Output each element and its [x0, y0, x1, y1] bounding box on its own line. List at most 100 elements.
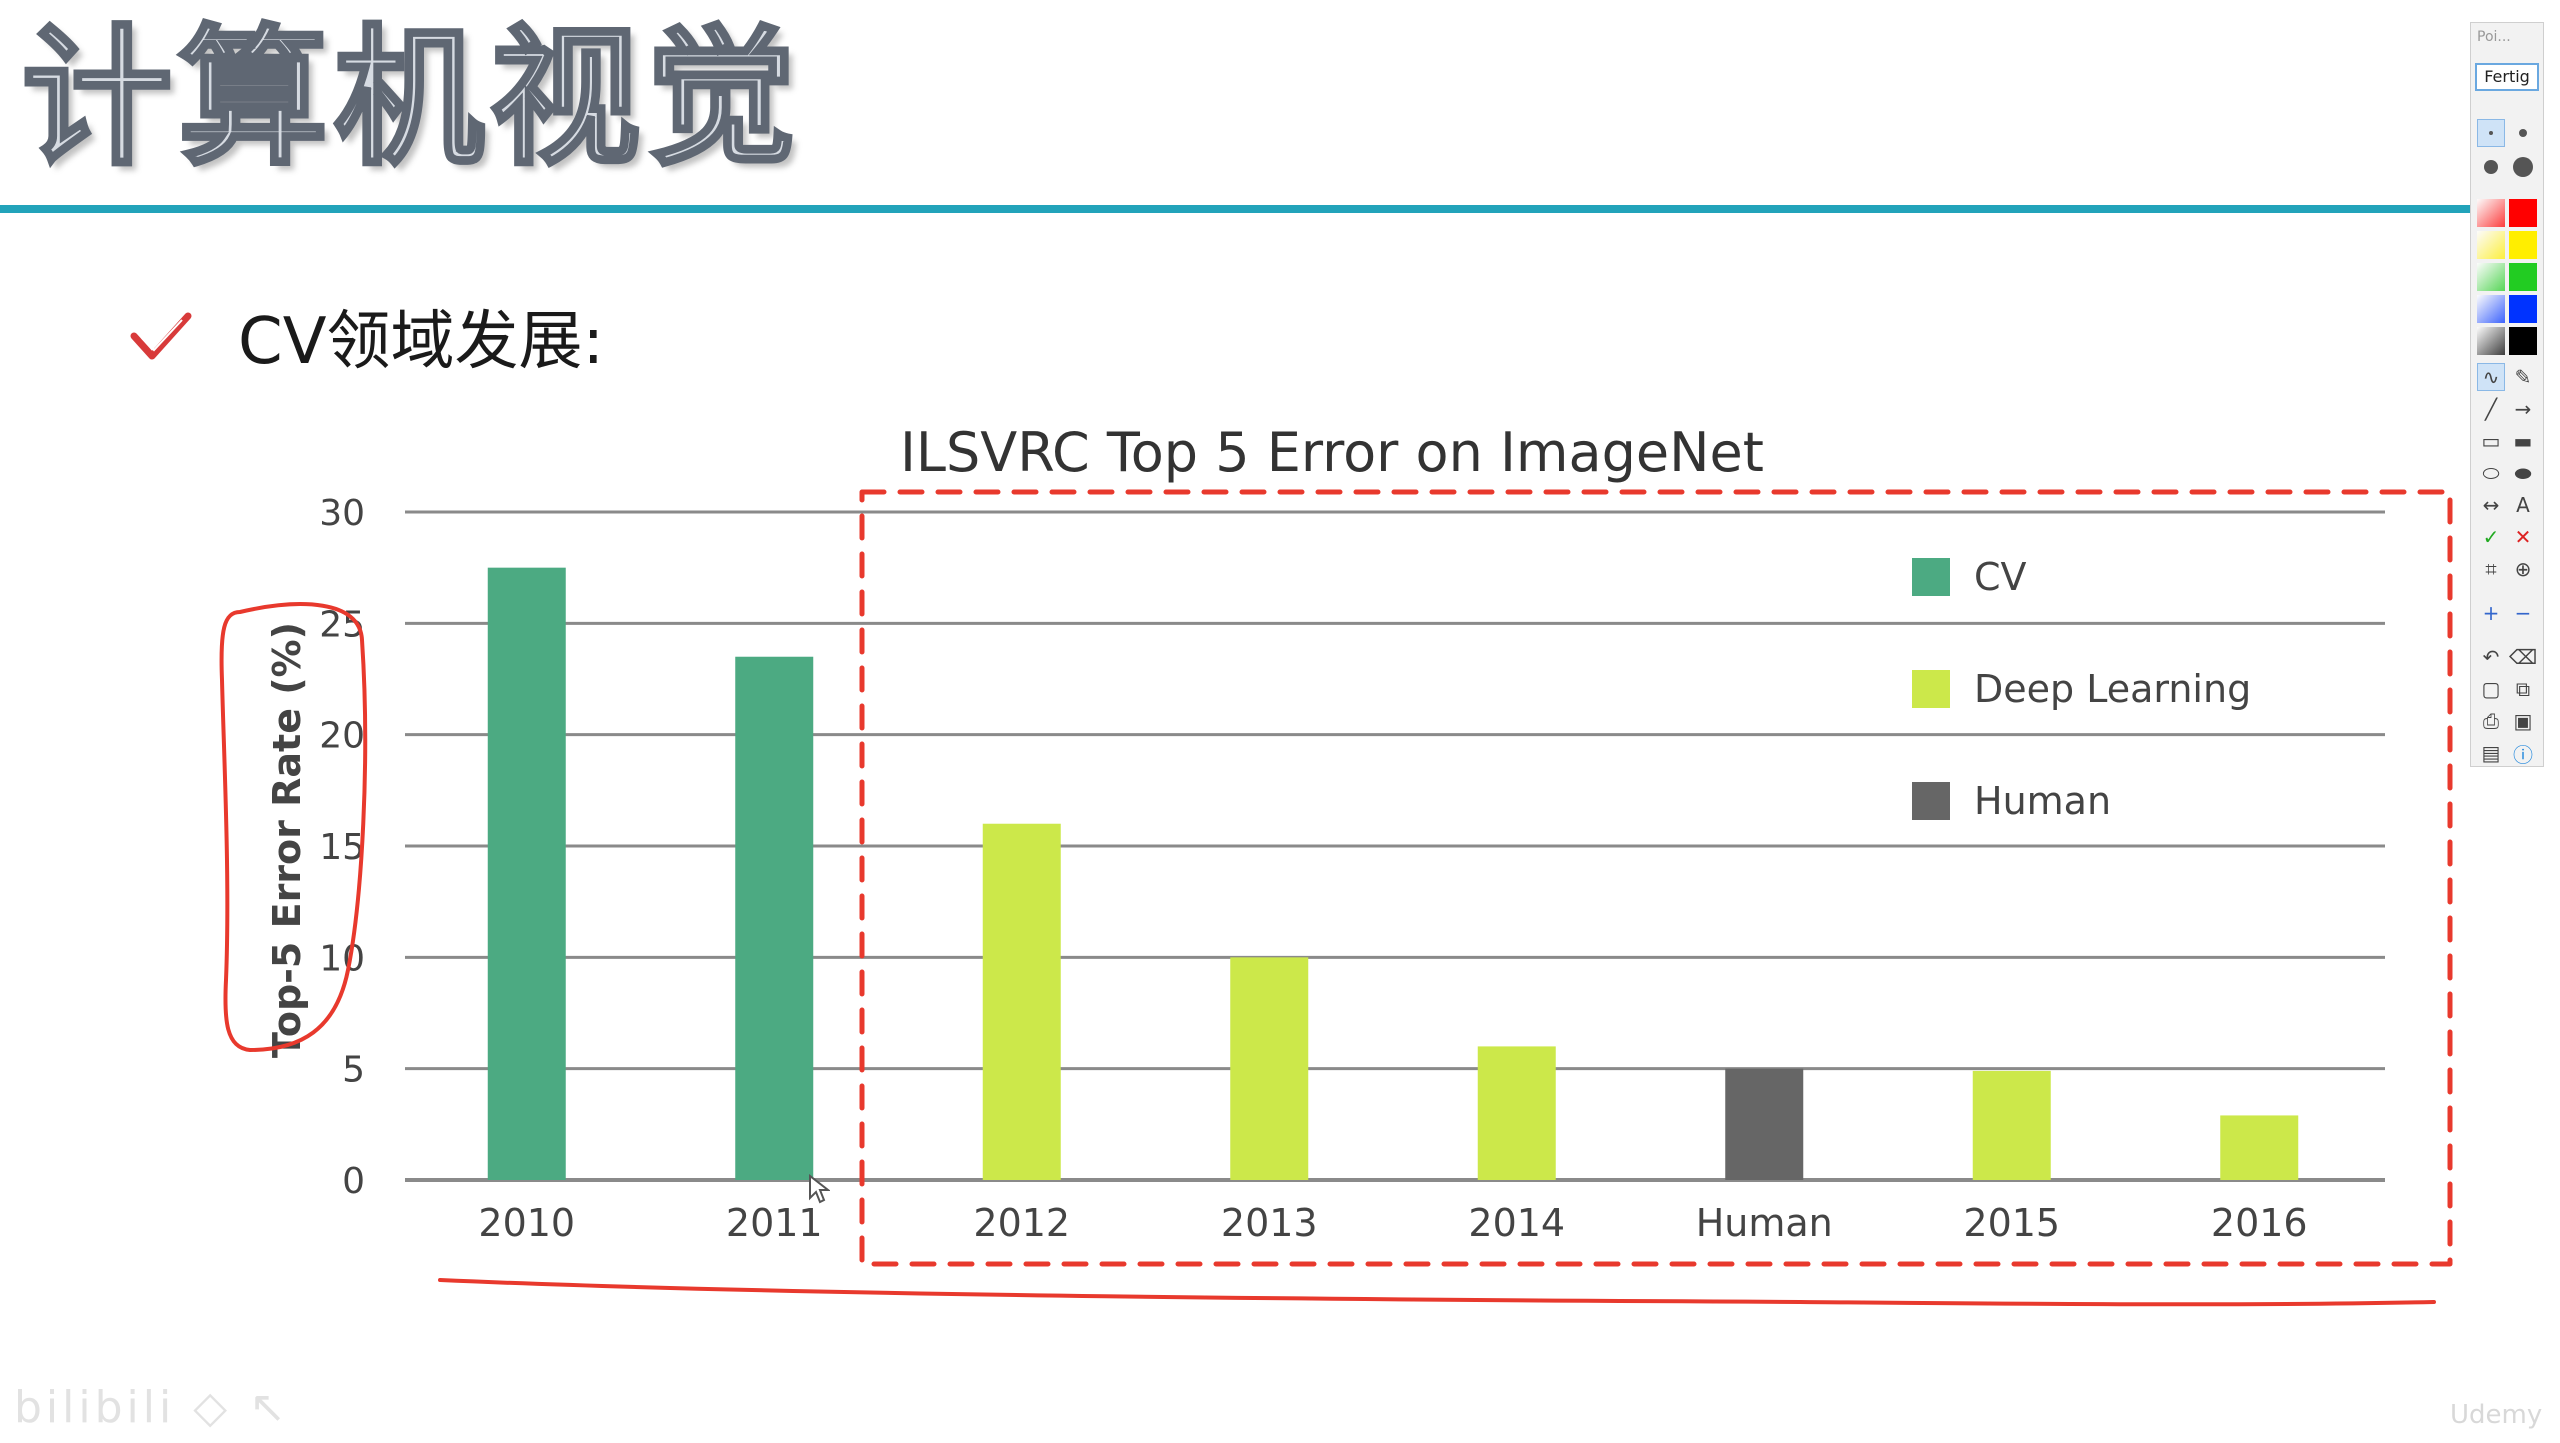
large-dot-size-button[interactable]	[2477, 153, 2505, 181]
slide-title: 计算机视觉	[20, 12, 803, 186]
copy-tool-button[interactable]: ⧉	[2509, 675, 2537, 703]
plus-icon: +	[2482, 601, 2500, 625]
text-tool-button[interactable]: A	[2509, 491, 2537, 519]
y-axis-label: Top-5 Error Rate (%)	[265, 622, 309, 1058]
color-swatch-button[interactable]	[2509, 295, 2537, 323]
chart-title: ILSVRC Top 5 Error on ImageNet	[900, 421, 1764, 484]
small-dot-icon	[2489, 131, 2493, 135]
filled-rectangle-icon: ▬	[2513, 429, 2533, 453]
category-labels: 2010 2011 2012 2013 2014 Human 2015 2016	[478, 1201, 2307, 1245]
save-tool-button[interactable]: ▣	[2509, 707, 2537, 735]
filled-ellipse-icon: ⬬	[2514, 461, 2532, 485]
light-color-swatch-button[interactable]	[2477, 231, 2505, 259]
save-icon: ▣	[2513, 709, 2533, 733]
undo-tool-button[interactable]: ↶	[2477, 643, 2505, 671]
ellipse-icon: ⬭	[2482, 461, 2500, 485]
cross-icon: ✕	[2514, 525, 2532, 549]
legend-swatch	[1912, 782, 1950, 820]
y-tick-label: 0	[342, 1161, 365, 1202]
xlarge-dot-size-button[interactable]	[2509, 153, 2537, 181]
screen-tool-button[interactable]: ▤	[2477, 739, 2505, 767]
checkmark-bullet-icon	[130, 312, 192, 360]
large-dot-icon	[2484, 160, 2498, 174]
pen-tool-button[interactable]: ∿	[2477, 363, 2505, 391]
pen-icon: ∿	[2482, 365, 2500, 389]
bar-2014	[1477, 1046, 1556, 1180]
new-page-icon: ▢	[2481, 677, 2501, 701]
color-swatch-button[interactable]	[2509, 263, 2537, 291]
xlarge-dot-icon	[2513, 157, 2533, 177]
highlighter-tool-button[interactable]: ✎	[2509, 363, 2537, 391]
trash-icon: ⌫	[2508, 645, 2538, 669]
light-color-swatch-button[interactable]	[2477, 199, 2505, 227]
crop-icon: ⌗	[2485, 557, 2497, 581]
legend-label: Human	[1974, 779, 2111, 823]
dashed-highlight-box	[859, 489, 2453, 1267]
double-arrow-tool-button[interactable]: ↔	[2477, 491, 2505, 519]
crop-tool-button[interactable]: ⌗	[2477, 555, 2505, 583]
legend: CV Deep Learning Human	[1912, 555, 2251, 823]
ellipse-tool-button[interactable]: ⬭	[2477, 459, 2505, 487]
underline-stroke	[438, 1278, 2436, 1307]
text-icon: A	[2516, 493, 2530, 517]
rectangle-tool-button[interactable]: ▭	[2477, 427, 2505, 455]
checkmark-icon: ✓	[2482, 525, 2500, 549]
highlighter-icon: ✎	[2514, 365, 2532, 389]
arrow-tool-button[interactable]: →	[2509, 395, 2537, 423]
copy-icon: ⧉	[2515, 677, 2531, 701]
x-tick-label: 2015	[1963, 1201, 2060, 1245]
double-arrow-icon: ↔	[2482, 493, 2500, 517]
legend-label: CV	[1974, 555, 2027, 599]
small-dot-size-button[interactable]	[2477, 119, 2505, 147]
print-tool-button[interactable]: ⎙	[2477, 707, 2505, 735]
checkmark-tool-button[interactable]: ✓	[2477, 523, 2505, 551]
filled-ellipse-tool-button[interactable]: ⬬	[2509, 459, 2537, 487]
minus-icon: −	[2514, 601, 2532, 625]
info-tool-button[interactable]: ⓘ	[2509, 739, 2537, 767]
trash-tool-button[interactable]: ⌫	[2509, 643, 2537, 671]
light-color-swatch-button[interactable]	[2477, 263, 2505, 291]
site-watermark-logo: bilibili ◇ ↖	[14, 1382, 290, 1433]
bar-human	[1725, 1068, 1804, 1180]
plus-tool-button[interactable]: +	[2477, 599, 2505, 627]
bars	[487, 567, 2299, 1180]
medium-dot-size-button[interactable]	[2509, 119, 2537, 147]
legend-label: Deep Learning	[1974, 667, 2251, 711]
medium-dot-icon	[2519, 129, 2527, 137]
new-page-tool-button[interactable]: ▢	[2477, 675, 2505, 703]
minus-tool-button[interactable]: −	[2509, 599, 2537, 627]
udemy-watermark-logo: Udemy	[2450, 1400, 2543, 1430]
bar-2013	[1230, 957, 1309, 1180]
mouse-cursor-icon	[809, 1174, 830, 1204]
undo-icon: ↶	[2482, 645, 2500, 669]
bar-2016	[2220, 1115, 2299, 1180]
bar-2011	[735, 656, 814, 1180]
color-swatch-button[interactable]	[2509, 327, 2537, 355]
light-color-swatch-button[interactable]	[2477, 327, 2505, 355]
filled-rectangle-tool-button[interactable]: ▬	[2509, 427, 2537, 455]
y-tick-label: 20	[319, 716, 365, 757]
annotation-toolbar: Poi... Fertig ∿ ✎ ╱ → ▭ ▬ ⬭ ⬬ ↔ A ✓ ✕ ⌗ ⊕ + − ↶ ⌫ ▢ ⧉ ⎙ ▣ ▤ ⓘ	[2470, 22, 2544, 767]
bullet-heading: CV领域发展:	[238, 305, 605, 379]
y-tick-label: 5	[342, 1050, 365, 1091]
bar-2010	[487, 567, 566, 1180]
zoom-tool-button[interactable]: ⊕	[2509, 555, 2537, 583]
x-tick-label: 2013	[1221, 1201, 1318, 1245]
info-icon: ⓘ	[2513, 742, 2533, 767]
line-tool-button[interactable]: ╱	[2477, 395, 2505, 423]
legend-swatch	[1912, 558, 1950, 596]
light-color-swatch-button[interactable]	[2477, 295, 2505, 323]
color-swatch-button[interactable]	[2509, 199, 2537, 227]
y-tick-label: 10	[319, 938, 365, 979]
done-button[interactable]: Fertig	[2475, 63, 2539, 91]
print-icon: ⎙	[2483, 709, 2499, 733]
y-tick-label: 15	[319, 827, 365, 868]
cross-tool-button[interactable]: ✕	[2509, 523, 2537, 551]
title-divider	[0, 205, 2470, 213]
toolbar-header: Poi...	[2477, 29, 2511, 45]
legend-swatch	[1912, 670, 1950, 708]
color-swatch-button[interactable]	[2509, 231, 2537, 259]
